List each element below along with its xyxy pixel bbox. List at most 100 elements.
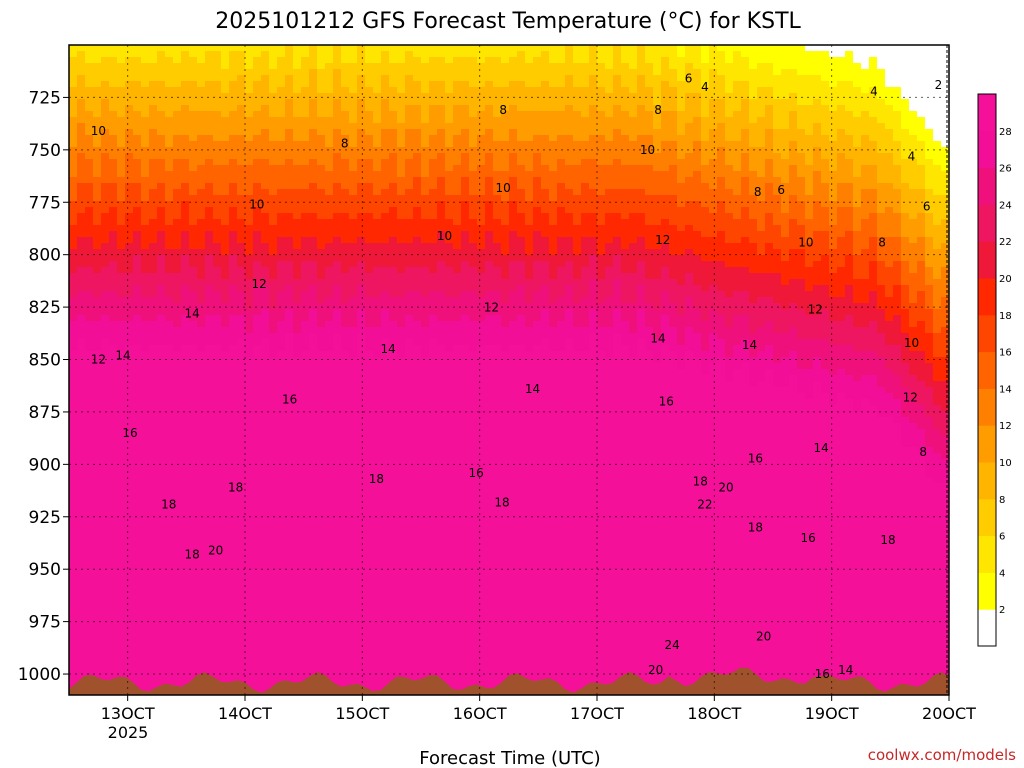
temperature-cell <box>301 69 310 76</box>
temperature-cell <box>397 525 406 532</box>
temperature-cell <box>157 219 166 226</box>
temperature-cell <box>173 681 182 688</box>
temperature-cell <box>413 141 422 148</box>
temperature-cell <box>405 537 414 544</box>
temperature-cell <box>373 177 382 184</box>
temperature-cell <box>237 111 246 118</box>
temperature-cell <box>405 351 414 358</box>
temperature-cell <box>189 459 198 466</box>
temperature-cell <box>413 219 422 226</box>
temperature-cell <box>413 477 422 484</box>
temperature-cell <box>325 291 334 298</box>
temperature-cell <box>141 429 150 436</box>
temperature-cell <box>429 303 438 310</box>
temperature-cell <box>405 585 414 592</box>
temperature-cell <box>301 591 310 598</box>
temperature-cell <box>117 87 126 94</box>
temperature-cell <box>397 405 406 412</box>
temperature-cell <box>125 267 134 274</box>
temperature-cell <box>381 345 390 352</box>
temperature-cell <box>173 381 182 388</box>
temperature-cell <box>341 273 350 280</box>
temperature-cell <box>309 57 318 64</box>
temperature-cell <box>381 111 390 118</box>
temperature-cell <box>133 633 142 640</box>
temperature-cell <box>109 183 118 190</box>
temperature-cell <box>397 159 406 166</box>
temperature-cell <box>101 621 110 628</box>
temperature-cell <box>285 621 294 628</box>
temperature-cell <box>141 597 150 604</box>
temperature-cell <box>181 651 190 658</box>
temperature-cell <box>213 531 222 538</box>
temperature-cell <box>381 363 390 370</box>
temperature-cell <box>333 135 342 142</box>
temperature-cell <box>117 429 126 436</box>
temperature-cell <box>237 87 246 94</box>
temperature-cell <box>285 399 294 406</box>
temperature-cell <box>109 543 118 550</box>
temperature-cell <box>373 621 382 628</box>
temperature-cell <box>125 399 134 406</box>
temperature-cell <box>229 561 238 568</box>
temperature-cell <box>381 123 390 130</box>
temperature-cell <box>213 321 222 328</box>
temperature-cell <box>133 207 142 214</box>
temperature-cell <box>389 279 398 286</box>
temperature-cell <box>341 261 350 268</box>
temperature-cell <box>93 381 102 388</box>
temperature-cell <box>205 291 214 298</box>
temperature-cell <box>189 405 198 412</box>
temperature-cell <box>181 435 190 442</box>
temperature-cell <box>389 255 398 262</box>
temperature-cell <box>389 639 398 646</box>
temperature-cell <box>245 429 254 436</box>
temperature-cell <box>229 297 238 304</box>
temperature-cell <box>285 597 294 604</box>
temperature-cell <box>261 135 270 142</box>
temperature-cell <box>349 639 358 646</box>
temperature-cell <box>245 597 254 604</box>
temperature-cell <box>405 447 414 454</box>
temperature-cell <box>149 321 158 328</box>
temperature-cell <box>325 273 334 280</box>
temperature-cell <box>237 351 246 358</box>
temperature-cell <box>181 597 190 604</box>
temperature-cell <box>165 315 174 322</box>
temperature-cell <box>149 615 158 622</box>
temperature-cell <box>357 57 366 64</box>
temperature-cell <box>381 333 390 340</box>
temperature-cell <box>157 555 166 562</box>
temperature-cell <box>269 87 278 94</box>
temperature-cell <box>157 615 166 622</box>
temperature-cell <box>245 297 254 304</box>
temperature-cell <box>173 303 182 310</box>
temperature-cell <box>333 57 342 64</box>
temperature-cell <box>317 555 326 562</box>
temperature-cell <box>349 525 358 532</box>
temperature-cell <box>77 411 86 418</box>
temperature-cell <box>229 357 238 364</box>
temperature-cell <box>237 327 246 334</box>
temperature-cell <box>221 105 230 112</box>
temperature-cell <box>181 657 190 664</box>
temperature-cell <box>309 207 318 214</box>
temperature-cell <box>269 219 278 226</box>
temperature-cell <box>293 201 302 208</box>
temperature-cell <box>117 447 126 454</box>
temperature-cell <box>277 309 286 316</box>
temperature-cell <box>85 645 94 652</box>
temperature-cell <box>405 525 414 532</box>
temperature-cell <box>221 435 230 442</box>
temperature-cell <box>341 507 350 514</box>
temperature-cell <box>381 627 390 634</box>
temperature-cell <box>341 441 350 448</box>
temperature-cell <box>245 135 254 142</box>
temperature-cell <box>149 273 158 280</box>
temperature-cell <box>117 63 126 70</box>
temperature-cell <box>77 621 86 628</box>
temperature-cell <box>357 339 366 346</box>
temperature-cell <box>389 303 398 310</box>
temperature-cell <box>397 669 406 676</box>
temperature-cell <box>85 51 94 58</box>
